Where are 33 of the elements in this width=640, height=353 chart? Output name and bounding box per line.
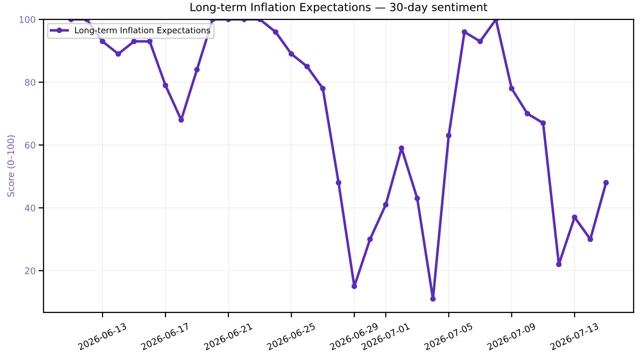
point [477,38,483,44]
point [603,180,609,186]
y-tick-label: 60 [25,142,36,149]
point [100,38,106,44]
point [446,132,452,138]
point [352,284,358,290]
point [162,82,168,88]
chart-title: Long-term Inflation Expectations — 30-day sentiment [190,2,488,14]
point [304,64,310,70]
point [131,38,137,44]
point [414,196,420,202]
point [194,66,200,72]
point [367,236,373,242]
point [382,202,389,208]
point [462,29,468,35]
point [288,51,294,57]
legend-label: Long-term Inflation Expectations [75,26,210,35]
point [115,51,122,57]
y-tick-label: 20 [25,267,36,274]
point [320,86,326,92]
point [430,296,436,302]
point [272,29,278,35]
point [508,86,514,92]
point [556,262,562,268]
point [336,180,342,186]
point [146,38,153,44]
point [540,120,546,126]
y-tick-label: 100 [20,16,36,23]
y-tick-label: 40 [24,204,36,212]
point [398,145,404,151]
point [524,110,530,116]
y-axis-title: Score (0–100) [7,135,16,197]
y-tick-label: 80 [25,78,36,86]
